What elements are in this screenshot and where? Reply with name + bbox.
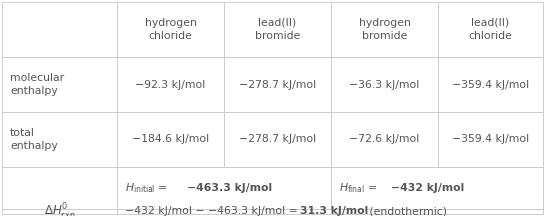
Text: lead(II)
bromide: lead(II) bromide	[255, 18, 300, 41]
Text: 31.3 kJ/mol: 31.3 kJ/mol	[300, 206, 368, 216]
Bar	[117, 2, 224, 57]
Text: $\mathit{H}_{\mathrm{final}}$ =: $\mathit{H}_{\mathrm{final}}$ =	[339, 181, 378, 195]
Bar	[2, 57, 117, 112]
Bar	[117, 167, 224, 209]
Bar	[438, 112, 543, 167]
Bar	[117, 167, 331, 209]
Bar	[331, 57, 438, 112]
Text: −359.4 kJ/mol: −359.4 kJ/mol	[452, 79, 529, 89]
Bar	[331, 167, 543, 209]
Bar	[224, 57, 331, 112]
Bar	[224, 209, 331, 214]
Bar	[117, 112, 224, 167]
Text: −184.6 kJ/mol: −184.6 kJ/mol	[132, 135, 209, 145]
Bar	[331, 167, 438, 209]
Text: −359.4 kJ/mol: −359.4 kJ/mol	[452, 135, 529, 145]
Text: −432 kJ/mol − −463.3 kJ/mol =: −432 kJ/mol − −463.3 kJ/mol =	[125, 206, 301, 216]
Text: hydrogen
chloride: hydrogen chloride	[144, 18, 196, 41]
Bar	[438, 57, 543, 112]
Text: −463.3 kJ/mol: −463.3 kJ/mol	[187, 183, 272, 193]
Bar	[224, 112, 331, 167]
Bar	[224, 2, 331, 57]
Bar	[117, 209, 224, 214]
Text: $\mathit{H}_{\mathrm{initial}}$ =: $\mathit{H}_{\mathrm{initial}}$ =	[125, 181, 169, 195]
Text: −278.7 kJ/mol: −278.7 kJ/mol	[239, 135, 316, 145]
Bar	[2, 167, 117, 209]
Bar	[438, 167, 543, 209]
Text: −92.3 kJ/mol: −92.3 kJ/mol	[135, 79, 205, 89]
Text: −72.6 kJ/mol: −72.6 kJ/mol	[349, 135, 420, 145]
Text: molecular
enthalpy: molecular enthalpy	[10, 73, 64, 96]
Bar	[224, 167, 331, 209]
Bar	[117, 209, 543, 214]
Text: −432 kJ/mol: −432 kJ/mol	[391, 183, 464, 193]
Bar	[438, 2, 543, 57]
Bar	[2, 112, 117, 167]
Text: total
enthalpy: total enthalpy	[10, 128, 58, 151]
Bar	[2, 2, 117, 57]
Text: $\Delta H^0_{\mathrm{rxn}}$: $\Delta H^0_{\mathrm{rxn}}$	[44, 202, 75, 216]
Text: −36.3 kJ/mol: −36.3 kJ/mol	[349, 79, 420, 89]
Bar	[331, 209, 438, 214]
Bar	[117, 57, 224, 112]
Bar	[438, 209, 543, 214]
Text: (endothermic): (endothermic)	[366, 206, 447, 216]
Text: −278.7 kJ/mol: −278.7 kJ/mol	[239, 79, 316, 89]
Text: hydrogen
bromide: hydrogen bromide	[359, 18, 410, 41]
Text: lead(II)
chloride: lead(II) chloride	[469, 18, 512, 41]
Bar	[331, 2, 438, 57]
Bar	[331, 112, 438, 167]
Bar	[2, 209, 117, 214]
